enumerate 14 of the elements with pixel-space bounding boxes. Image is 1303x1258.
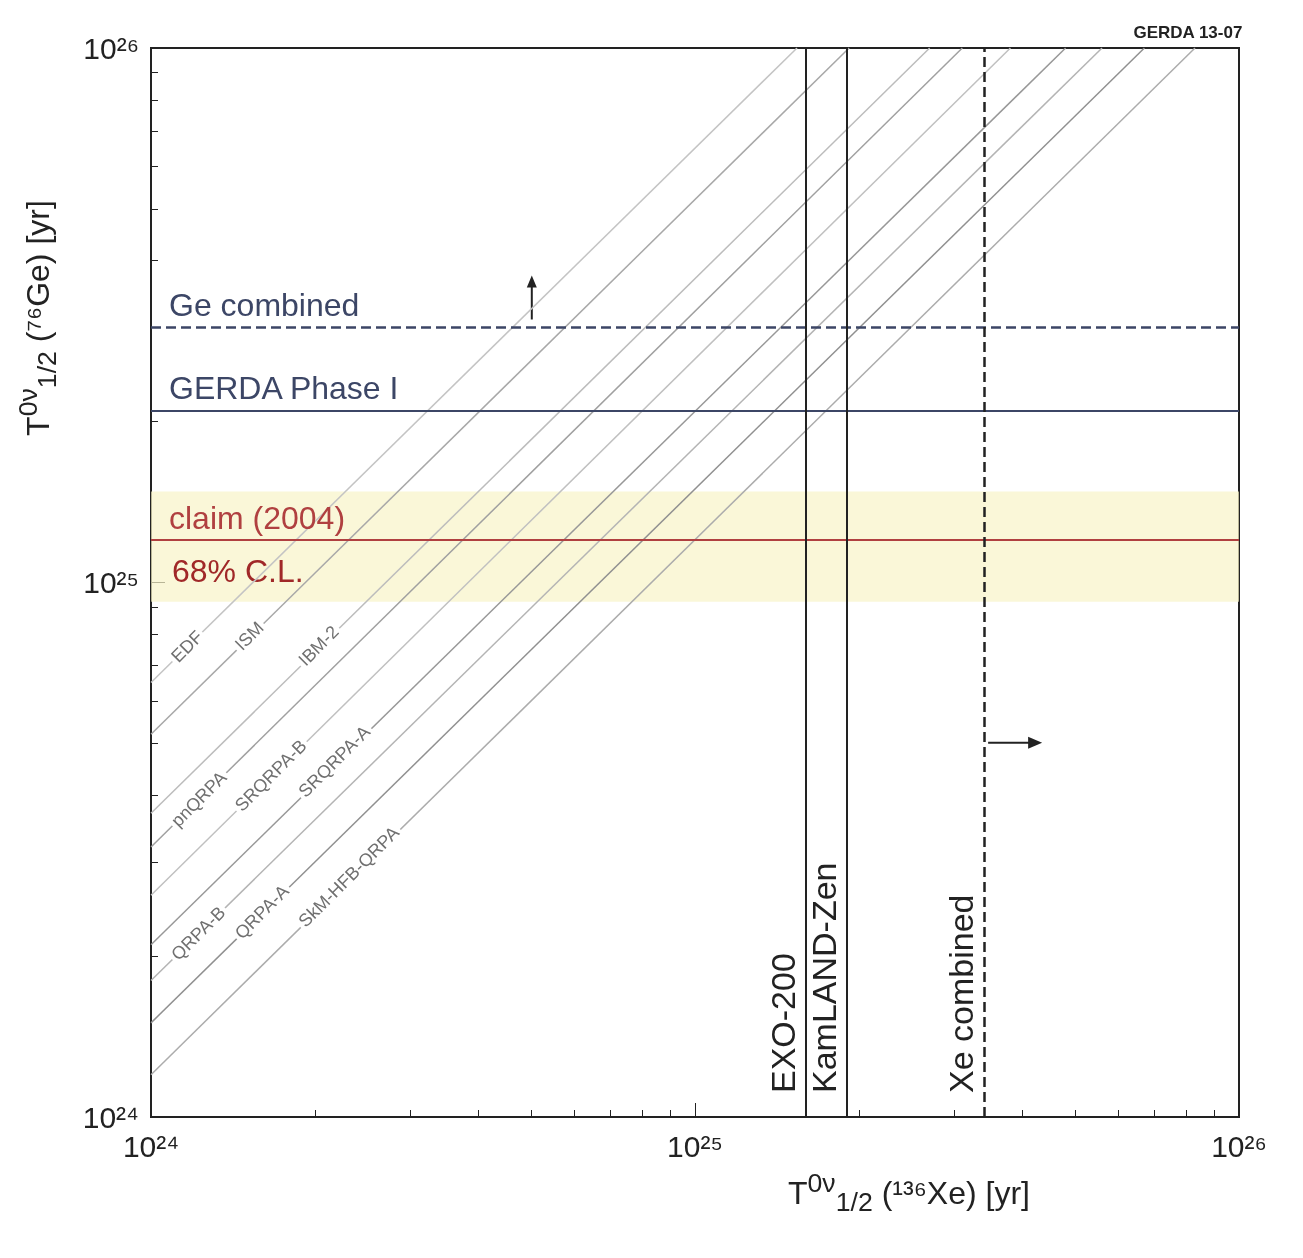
ref-line-label: GERDA Phase I [169,370,399,407]
y-tick-label: 10²⁶ [83,31,139,65]
y-tick-label: 10²⁵ [83,566,139,599]
ref-line-label: KamLAND-Zen [804,862,843,1093]
ref-line-label: Xe combined [942,894,981,1093]
ref-line-label: Ge combined [169,287,360,324]
x-tick-label: 10²⁵ [667,1129,723,1163]
x-axis-title: T$^{0ν}$$_{1/2}$ (¹³⁶Xe) [yr] [788,1168,1030,1219]
band-label: 68% C.L. [172,552,304,589]
ref-line-label: claim (2004) [169,500,346,537]
ref-line-label: EXO-200 [764,953,803,1093]
text: ISM [230,617,268,655]
x-tick-label: 10²⁶ [1211,1129,1267,1163]
text: GERDA 13-07 [1133,23,1243,42]
